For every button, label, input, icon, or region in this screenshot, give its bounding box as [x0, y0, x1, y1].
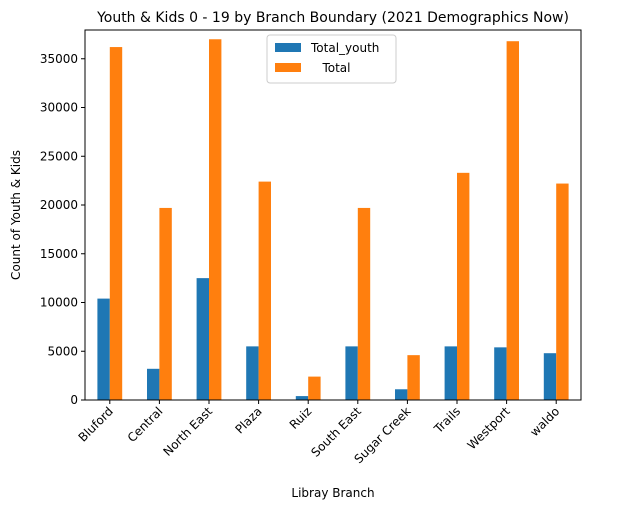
legend: Total_youth Total — [266, 34, 397, 84]
y-tick-label-15000: 15000 — [40, 247, 78, 261]
bar-total-bluford — [109, 47, 123, 401]
x-tick-label-westport: Westport — [465, 404, 513, 452]
bar-total-youth-sugar-creek — [395, 389, 408, 400]
bar-total-sugar-creek — [407, 355, 420, 400]
plot-frame — [84, 29, 582, 401]
bar-total-north-east — [209, 39, 222, 401]
x-tick-label-plaza: Plaza — [232, 404, 264, 436]
bar-total-westport — [506, 41, 519, 400]
bar-total-trails — [457, 172, 470, 400]
x-tick-label-ruiz: Ruiz — [287, 404, 315, 432]
chart-title: Youth & Kids 0 - 19 by Branch Boundary (… — [96, 10, 569, 26]
y-tick-label-35000: 35000 — [40, 52, 78, 66]
legend-swatch-total — [275, 63, 301, 72]
bar-total-youth-waldo — [543, 353, 557, 400]
y-tick-label-0: 0 — [70, 393, 78, 407]
y-tick-label-5000: 5000 — [47, 344, 78, 358]
bar-total-ruiz — [308, 376, 321, 400]
y-tick-label-30000: 30000 — [40, 101, 78, 115]
x-tick-label-central: Central — [125, 404, 166, 445]
x-tick-label-waldo: waldo — [527, 404, 562, 439]
bars-group — [97, 39, 569, 401]
legend-label-total: Total — [311, 61, 350, 75]
bar-total-waldo — [556, 183, 569, 400]
bar-total-youth-bluford — [97, 298, 110, 400]
bar-total-youth-plaza — [246, 346, 259, 400]
bar-total-youth-south-east — [345, 346, 358, 400]
bar-total-youth-north-east — [196, 278, 209, 400]
y-tick-label-10000: 10000 — [40, 296, 78, 310]
bar-total-youth-central — [147, 368, 160, 400]
bar-total-youth-westport — [494, 347, 507, 400]
bar-total-south-east — [357, 207, 371, 400]
y-tick-label-20000: 20000 — [40, 198, 78, 212]
x-tick-label-bluford: Bluford — [76, 404, 116, 444]
x-axis-title: Libray Branch — [291, 486, 374, 500]
x-tick-label-north-east: North East — [160, 404, 215, 459]
bar-total-youth-ruiz — [295, 396, 309, 400]
y-axis-title: Count of Youth & Kids — [9, 150, 23, 280]
y-axis-ticks: 0 5000 10000 15000 20000 25000 30000 35000 — [40, 52, 85, 407]
x-tick-label-trails: Trails — [431, 404, 463, 436]
bar-total-youth-trails — [444, 346, 457, 400]
bar-total-central — [159, 207, 172, 400]
legend-swatch-total-youth — [275, 43, 301, 52]
legend-label-total-youth: Total_youth — [310, 41, 379, 55]
bar-total-plaza — [258, 181, 271, 400]
y-tick-label-25000: 25000 — [40, 149, 78, 163]
